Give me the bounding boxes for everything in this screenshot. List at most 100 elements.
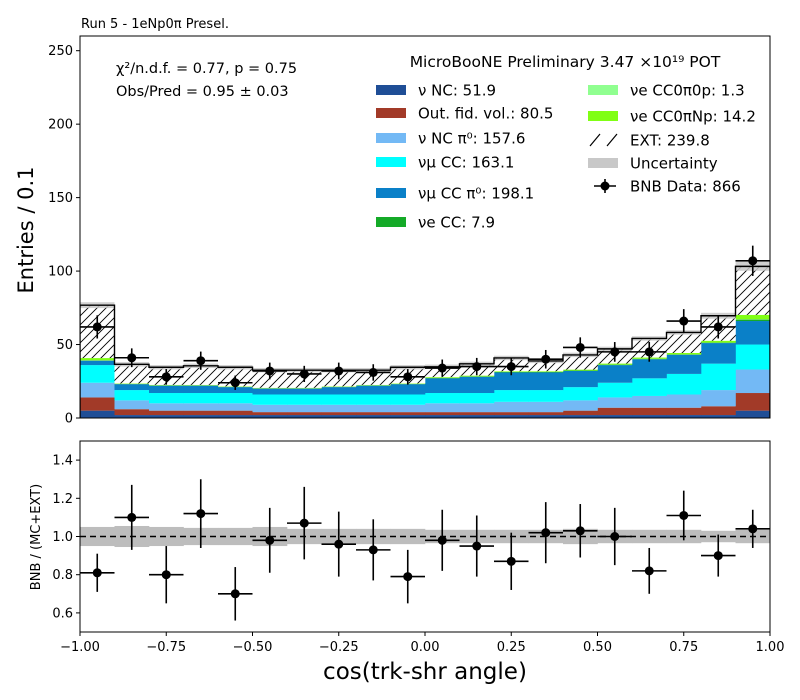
bar-numu_cc <box>80 365 115 383</box>
ratio-point <box>563 504 598 558</box>
bar-out_fid <box>287 412 322 416</box>
bar-numu_cc <box>356 394 391 405</box>
legend-swatch <box>376 133 406 143</box>
ratio-marker <box>161 570 171 580</box>
legend-entry-uncertainty: Uncertainty <box>588 155 718 173</box>
bar-out_fid <box>80 397 115 411</box>
legend-swatch <box>376 108 406 118</box>
legend-label: νe CC0π0p: 1.3 <box>630 82 745 100</box>
legend-entry-out_fid: Out. fid. vol.: 80.5 <box>376 105 553 123</box>
bar-out_fid <box>597 407 633 416</box>
ratio-marker <box>437 535 447 545</box>
y-tick-label: 250 <box>48 44 73 59</box>
data-point <box>149 369 184 385</box>
data-point <box>528 349 563 369</box>
bar-numu_cc <box>252 394 288 405</box>
ratio-marker <box>92 568 102 578</box>
bar-nu_nc <box>597 415 633 418</box>
bar-out_fid <box>425 412 460 416</box>
legend-label: Out. fid. vol.: 80.5 <box>418 105 553 123</box>
data-point <box>287 365 322 383</box>
ratio-band-bar <box>149 526 184 547</box>
data-marker <box>644 347 654 357</box>
bar-nu_nc <box>321 415 357 418</box>
top-y-axis-label: Entries / 0.1 <box>14 167 38 294</box>
bar-ext <box>183 365 219 385</box>
legend-label: BNB Data: 866 <box>630 178 741 196</box>
stacked-histogram <box>80 266 770 418</box>
legend-entry-nu_nc: ν NC: 51.9 <box>376 82 496 100</box>
bar-out_fid <box>218 410 253 416</box>
bar-nue_cc0piNp <box>666 352 702 355</box>
legend-swatch <box>376 217 406 227</box>
data-marker <box>713 322 723 332</box>
bar-nu_nc_pi0 <box>114 400 150 410</box>
bar-out_fid <box>149 410 184 416</box>
data-point <box>597 342 632 362</box>
data-marker <box>92 322 102 332</box>
legend-label: νμ CC: 163.1 <box>418 154 514 172</box>
legend-entry-nue_cc0piNp: νe CC0πNp: 14.2 <box>588 108 756 126</box>
bar-nu_nc <box>356 415 391 418</box>
bar-numu_cc_pi0 <box>701 343 736 364</box>
bar-numu_cc_pi0 <box>321 387 357 395</box>
bar-numu_cc_pi0 <box>666 354 702 374</box>
ratio-point <box>390 549 425 604</box>
bar-numu_cc_pi0 <box>390 384 426 395</box>
data-marker <box>334 366 344 376</box>
bar-out_fid <box>390 412 426 416</box>
x-tick-label: 0.00 <box>411 640 440 655</box>
bar-numu_cc <box>666 373 702 395</box>
data-marker <box>161 372 171 382</box>
bar-nu_nc_pi0 <box>356 404 391 413</box>
ratio-marker <box>230 589 240 599</box>
data-marker <box>506 362 516 372</box>
y-tick-label: 1.2 <box>52 492 73 507</box>
data-marker <box>437 363 447 373</box>
bar-nu_nc_pi0 <box>149 403 184 411</box>
ratio-marker <box>127 512 137 522</box>
ratio-point <box>218 567 253 621</box>
bottom-y-axis-label: BNB / (MC+EXT) <box>29 484 44 590</box>
ratio-point <box>80 553 115 592</box>
data-marker <box>403 372 413 382</box>
legend-hatch-swatch <box>589 133 618 147</box>
data-marker <box>610 347 620 357</box>
bar-nu_nc_pi0 <box>390 404 426 413</box>
ratio-marker <box>748 524 758 534</box>
top-plot-frame <box>79 35 771 419</box>
legend-entry-nue_cc: νe CC: 7.9 <box>376 214 495 232</box>
bar-out_fid <box>563 410 598 416</box>
bar-nu_nc <box>666 415 702 418</box>
bar-numu_cc <box>218 393 253 404</box>
bar-nu_nc <box>459 415 495 418</box>
ratio-point <box>252 507 287 573</box>
ratio-point <box>494 532 529 590</box>
bar-out_fid <box>459 412 495 416</box>
data-marker <box>368 367 378 377</box>
bar-numu_cc <box>597 382 633 398</box>
plot-title: Run 5 - 1eNp0π Presel. <box>81 17 229 32</box>
chi2-annotation: χ²/n.d.f. = 0.77, p = 0.75 <box>116 61 297 77</box>
bar-nu_nc_pi0 <box>563 400 598 411</box>
bar-nu_nc_pi0 <box>183 403 219 411</box>
data-marker <box>230 378 240 388</box>
bar-out_fid <box>494 412 529 416</box>
ratio-marker <box>575 526 585 536</box>
data-marker <box>196 356 206 366</box>
bar-numu_cc_pi0 <box>218 387 253 394</box>
ratio-marker <box>644 566 654 576</box>
bar-numu_cc_pi0 <box>425 378 460 394</box>
bar-out_fid <box>528 412 564 416</box>
bar-nu_nc <box>252 415 288 418</box>
legend-swatch <box>376 157 406 167</box>
y-tick-label: 150 <box>48 191 73 206</box>
bar-out_fid <box>735 393 770 411</box>
bar-nu_nc_pi0 <box>80 382 115 398</box>
legend-entry-numu_cc: νμ CC: 163.1 <box>376 154 514 172</box>
ratio-point <box>666 490 701 541</box>
ratio-point <box>459 515 494 577</box>
ratio-point <box>149 546 184 604</box>
data-point <box>218 375 253 390</box>
bar-numu_cc_pi0 <box>252 388 288 395</box>
